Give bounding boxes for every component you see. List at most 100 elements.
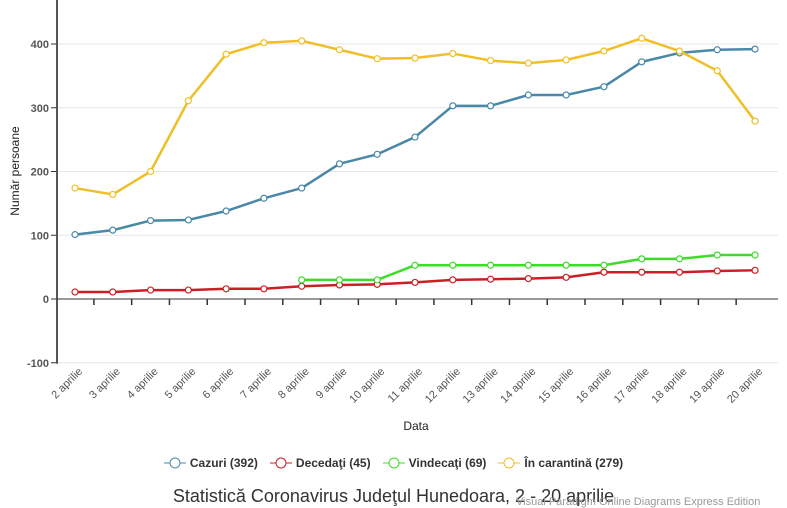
data-point xyxy=(222,50,230,58)
x-tick-label: 11 aprilie xyxy=(386,366,425,405)
legend-item[interactable]: Cazuri (392) xyxy=(163,456,258,470)
series-lines xyxy=(71,34,759,296)
data-point xyxy=(71,231,79,239)
data-point xyxy=(449,102,457,110)
data-point xyxy=(751,251,759,259)
data-point xyxy=(222,285,230,293)
data-point xyxy=(713,267,721,275)
legend-item[interactable]: Decedaţi (45) xyxy=(269,456,371,470)
data-point xyxy=(71,288,79,296)
y-tick-labels: -100 0 100 200 300 400 xyxy=(27,39,49,370)
data-point xyxy=(260,194,268,202)
data-point xyxy=(184,286,192,294)
x-tick-label: 17 aprilie xyxy=(612,366,652,406)
x-tick-label: 4 aprilie xyxy=(125,366,161,402)
data-point xyxy=(373,55,381,63)
data-point xyxy=(449,49,457,58)
data-point xyxy=(638,58,646,66)
x-tick-labels: 2 aprilie 3 aprilie 4 aprilie 5 aprilie 6 ap… xyxy=(49,366,765,406)
y-tick-label: 100 xyxy=(31,230,49,242)
data-point xyxy=(486,275,495,283)
data-point xyxy=(109,190,117,199)
series-vindeca-i xyxy=(298,251,759,284)
legend-label: Vindecaţi (69) xyxy=(408,456,487,470)
data-point xyxy=(638,268,646,276)
x-axis-title: Data xyxy=(403,419,429,433)
x-tick-label: 7 aprilie xyxy=(238,366,274,402)
x-tick-label: 15 aprilie xyxy=(536,366,576,406)
data-point xyxy=(260,39,268,47)
data-point xyxy=(71,184,79,192)
data-point xyxy=(449,261,457,269)
data-point xyxy=(524,275,532,283)
y-tick-label: 300 xyxy=(31,103,49,115)
data-point xyxy=(751,266,759,274)
data-point xyxy=(373,276,381,284)
x-tick-label: 6 aprilie xyxy=(201,366,237,402)
x-tick-label: 12 aprilie xyxy=(423,366,463,406)
legend-marker-icon xyxy=(382,457,405,469)
data-point xyxy=(146,167,155,176)
x-tick-label: 18 aprilie xyxy=(650,366,690,406)
data-point xyxy=(184,97,192,105)
legend-item[interactable]: Vindecaţi (69) xyxy=(382,456,487,470)
data-point xyxy=(184,216,192,224)
data-point xyxy=(486,56,495,65)
data-point xyxy=(335,160,344,168)
chart-title: Statistică Coronavirus Judeţul Hunedoara… xyxy=(172,486,615,506)
data-point xyxy=(675,255,684,263)
watermark: Visual Paradigm Online Diagrams Express … xyxy=(516,496,761,508)
y-tick-label: 200 xyxy=(31,167,49,179)
data-point xyxy=(524,261,532,269)
series--n-carantin- xyxy=(71,34,759,199)
legend-item[interactable]: În carantină (279) xyxy=(498,456,623,470)
x-tick-label: 20 aprilie xyxy=(725,366,765,406)
x-tick-label: 2 aprilie xyxy=(49,366,85,402)
x-tick-label: 9 aprilie xyxy=(314,366,350,402)
x-tick-label: 5 aprilie xyxy=(163,366,199,402)
data-point xyxy=(298,282,306,290)
series-cazuri xyxy=(71,45,759,239)
legend: Cazuri (392) Decedaţi (45) Vindecaţi (69) Î… xyxy=(0,456,787,470)
x-tick-label: 3 aprilie xyxy=(87,366,123,402)
data-point xyxy=(411,54,419,62)
data-point xyxy=(109,226,117,234)
gridlines xyxy=(57,43,778,364)
data-point xyxy=(449,276,457,284)
legend-label: Cazuri (392) xyxy=(189,456,258,470)
data-point xyxy=(524,59,532,67)
data-point xyxy=(411,278,419,287)
data-point xyxy=(146,286,155,294)
line-chart: -100 0 100 200 300 400 2 aprilie 3 aprilie 4 ap… xyxy=(8,0,778,433)
y-axis-title: Număr persoane xyxy=(8,126,22,216)
x-tick-label: 8 aprilie xyxy=(276,366,312,402)
data-point xyxy=(675,47,684,55)
data-point xyxy=(298,184,306,192)
series-line xyxy=(74,47,756,236)
data-point xyxy=(600,83,608,91)
legend-marker-icon xyxy=(498,457,521,469)
y-tick-label: 400 xyxy=(31,39,49,51)
data-point xyxy=(713,46,721,54)
data-point xyxy=(638,34,646,42)
legend-marker-icon xyxy=(163,457,186,469)
series-deceda-i xyxy=(71,266,759,296)
data-point xyxy=(562,91,570,99)
data-point xyxy=(411,133,419,141)
x-tick-label: 16 aprilie xyxy=(574,366,614,406)
legend-marker-icon xyxy=(269,457,292,469)
data-point xyxy=(713,251,721,259)
y-tick-label: -100 xyxy=(27,358,49,370)
data-point xyxy=(222,207,230,215)
data-point xyxy=(600,261,608,269)
data-point xyxy=(751,117,759,125)
data-point xyxy=(562,273,570,281)
axes xyxy=(51,0,778,364)
x-tick-label: 10 aprilie xyxy=(347,366,387,406)
data-point xyxy=(600,268,608,276)
data-point xyxy=(638,255,646,263)
legend-label: Decedaţi (45) xyxy=(295,456,371,470)
data-point xyxy=(524,91,532,99)
data-point xyxy=(109,288,117,296)
data-point xyxy=(298,37,306,45)
